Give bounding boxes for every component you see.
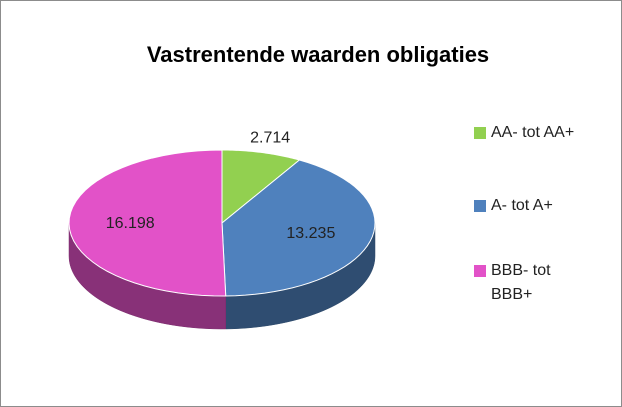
legend-swatch	[474, 127, 486, 139]
pie-slice	[221, 149, 301, 225]
pie-slice	[221, 159, 376, 297]
chart-title: Vastrentende waarden obligaties	[147, 42, 489, 67]
legend-swatch	[474, 200, 486, 212]
legend-label: AA- tot AA+	[491, 124, 575, 141]
data-label: 16.198	[106, 215, 155, 232]
legend-swatch	[474, 265, 486, 277]
pie-slice	[68, 149, 227, 297]
legend-label: BBB- tot BBB+	[491, 262, 551, 303]
legend-label: A- tot A+	[491, 197, 553, 214]
data-label: 13.235	[286, 225, 335, 242]
data-label: 2.714	[250, 130, 290, 147]
